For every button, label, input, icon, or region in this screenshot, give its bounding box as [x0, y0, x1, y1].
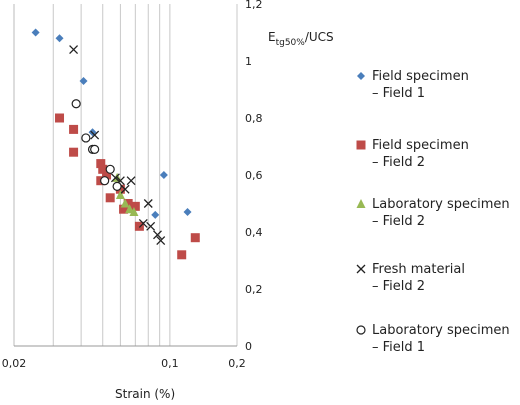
- data-point: [138, 218, 148, 228]
- data-point: [69, 147, 79, 157]
- data-point: [105, 193, 115, 203]
- data-point: [120, 184, 130, 194]
- data-point: [69, 124, 79, 134]
- legend-marker: [356, 325, 366, 335]
- y-axis-title-subscript: tg50%: [276, 38, 306, 48]
- x-tick-label: 0,02: [2, 357, 27, 370]
- legend-marker: [356, 199, 366, 208]
- data-point: [123, 199, 133, 208]
- grid-lines: [52, 4, 238, 346]
- y-tick-label: 0,2: [245, 283, 263, 296]
- data-point: [96, 159, 106, 169]
- x-axis-title: Strain (%): [115, 387, 175, 401]
- data-point: [190, 233, 200, 243]
- y-tick-label: 1,2: [245, 0, 263, 11]
- data-point: [100, 176, 110, 186]
- data-point: [134, 221, 144, 231]
- legend-label: – Field 2: [372, 214, 425, 229]
- data-point: [151, 210, 160, 219]
- data-point: [156, 236, 166, 246]
- data-point: [125, 204, 135, 214]
- axes: [13, 4, 237, 347]
- data-point: [55, 34, 64, 43]
- legend: Field specimen – Field 1 Field specimen – F…: [356, 69, 510, 355]
- legend-label: – Field 2: [372, 279, 425, 294]
- data-point: [130, 201, 140, 211]
- legend-label: Laboratory specimen: [372, 323, 510, 338]
- legend-label: Fresh material: [372, 262, 465, 277]
- data-point: [129, 207, 139, 217]
- y-tick-label: 0,4: [245, 226, 263, 239]
- data-point: [115, 189, 125, 199]
- data-point: [143, 199, 153, 208]
- data-point: [81, 133, 91, 143]
- data-point: [177, 250, 187, 260]
- legend-marker: [356, 140, 366, 150]
- data-point: [126, 176, 136, 186]
- y-tick-label: 0,8: [245, 112, 263, 125]
- y-axis-title-main: E: [268, 30, 276, 44]
- y-axis-title: Etg50%/UCS: [268, 30, 334, 48]
- legend-label: – Field 1: [372, 340, 425, 355]
- data-point: [159, 171, 168, 179]
- legend-marker: [356, 264, 366, 274]
- y-axis-title-tail: /UCS: [305, 30, 334, 44]
- legend-label: Field specimen: [372, 138, 469, 153]
- data-point: [153, 230, 162, 240]
- data-point: [112, 181, 122, 191]
- x-tick-label: 0,2: [228, 357, 246, 370]
- data-point: [71, 99, 81, 109]
- data-point: [55, 113, 65, 123]
- data-point: [105, 164, 115, 174]
- data-point: [119, 204, 129, 214]
- data-points: [31, 28, 200, 260]
- legend-label: – Field 2: [372, 155, 425, 170]
- data-point: [102, 170, 112, 180]
- y-tick-label: 0,6: [245, 169, 263, 182]
- data-point: [110, 173, 120, 183]
- tick-labels: 0 0,2 0,4 0,6 0,8 1 1,2 0,02 0,1 0,2: [2, 0, 263, 370]
- data-point: [90, 130, 100, 140]
- data-point: [90, 144, 100, 154]
- data-point: [31, 28, 40, 37]
- legend-marker: [357, 72, 365, 80]
- y-tick-label: 0: [245, 340, 252, 353]
- legend-label: Field specimen: [372, 69, 469, 84]
- data-point: [183, 208, 192, 217]
- data-point: [120, 198, 130, 208]
- x-tick-label: 0,1: [161, 357, 179, 370]
- legend-label: – Field 1: [372, 86, 425, 101]
- data-point: [69, 45, 79, 55]
- data-point: [146, 221, 156, 231]
- data-point: [98, 164, 108, 174]
- data-point: [79, 76, 88, 85]
- y-tick-label: 1: [245, 55, 252, 68]
- legend-label: Laboratory specimen: [372, 197, 510, 212]
